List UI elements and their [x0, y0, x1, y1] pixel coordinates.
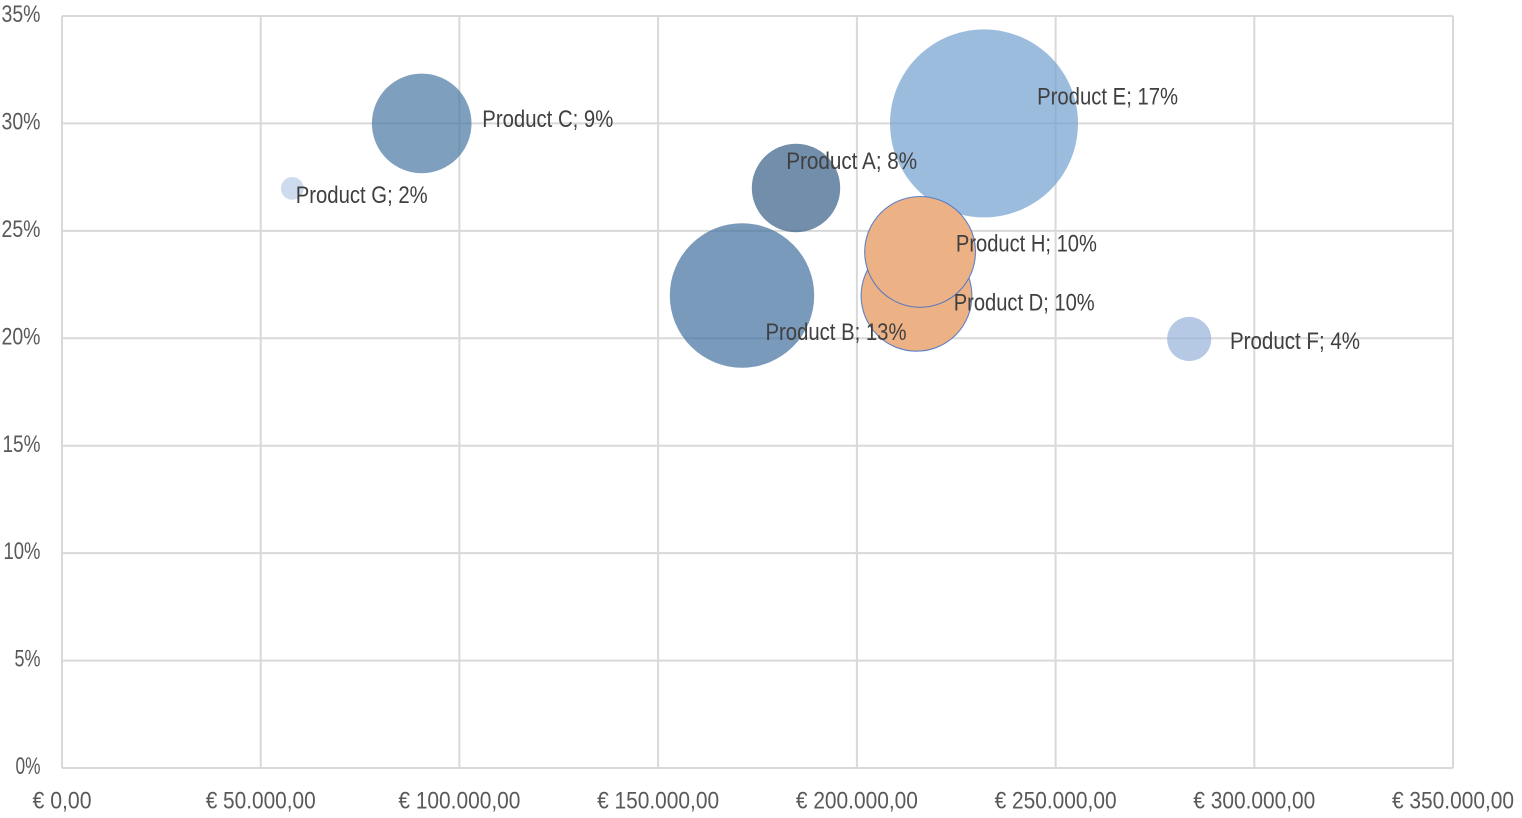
svg-text:Product C; 9%: Product C; 9%	[482, 106, 613, 133]
svg-text:5%: 5%	[15, 646, 41, 673]
svg-text:35%: 35%	[2, 1, 41, 28]
svg-text:€ 350.000,00: € 350.000,00	[1392, 788, 1514, 815]
svg-text:Product D; 10%: Product D; 10%	[954, 290, 1095, 317]
svg-text:€ 200.000,00: € 200.000,00	[796, 788, 918, 815]
svg-text:€ 50.000,00: € 50.000,00	[206, 788, 316, 815]
svg-text:20%: 20%	[2, 323, 41, 350]
svg-text:Product F; 4%: Product F; 4%	[1230, 328, 1360, 355]
svg-text:Product A; 8%: Product A; 8%	[786, 148, 917, 175]
svg-text:Product E; 17%: Product E; 17%	[1037, 83, 1178, 110]
svg-text:€ 300.000,00: € 300.000,00	[1193, 788, 1315, 815]
svg-text:25%: 25%	[2, 216, 41, 243]
svg-text:0%: 0%	[16, 753, 41, 780]
svg-text:30%: 30%	[2, 109, 41, 136]
svg-text:15%: 15%	[3, 431, 41, 458]
svg-text:€ 150.000,00: € 150.000,00	[597, 788, 719, 815]
svg-text:Product G; 2%: Product G; 2%	[296, 182, 428, 209]
svg-text:€ 100.000,00: € 100.000,00	[398, 788, 520, 815]
svg-text:10%: 10%	[4, 538, 41, 565]
svg-text:Product H; 10%: Product H; 10%	[956, 230, 1097, 257]
svg-text:€ 250.000,00: € 250.000,00	[995, 788, 1117, 815]
svg-text:Product B; 13%: Product B; 13%	[766, 319, 907, 346]
svg-text:€ 0,00: € 0,00	[33, 788, 92, 815]
